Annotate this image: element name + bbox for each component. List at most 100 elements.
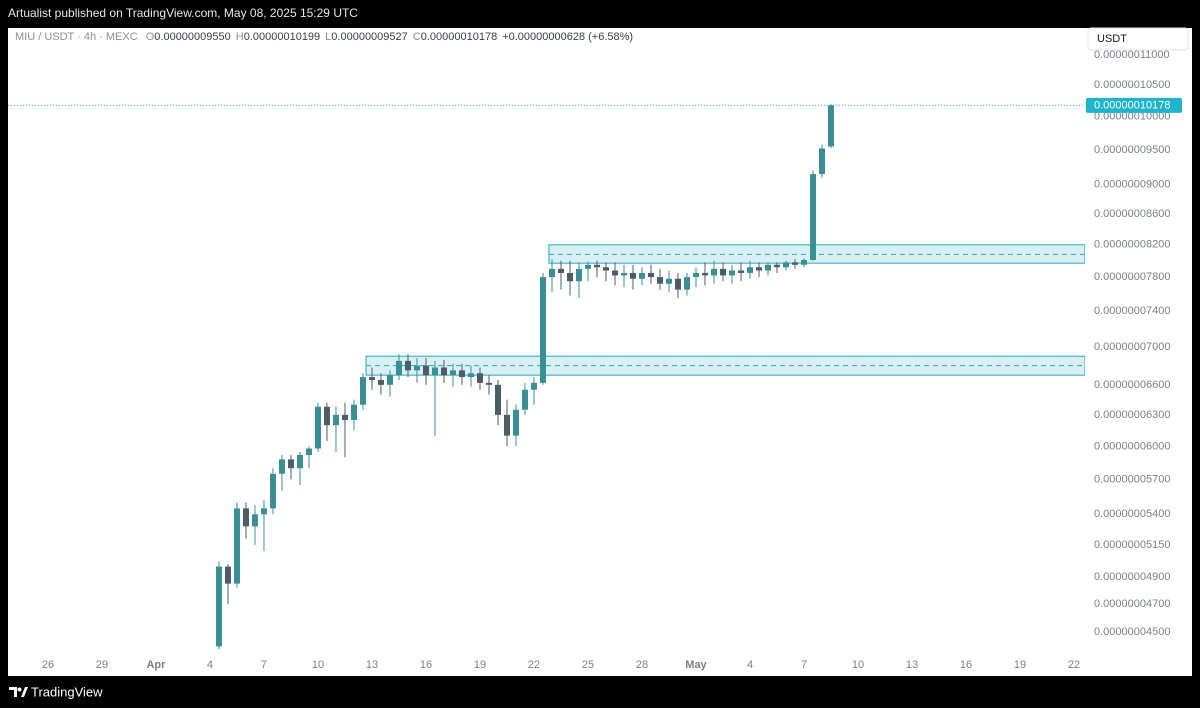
candle-body [665,278,672,284]
candle-body [747,267,754,273]
candle-body [242,508,249,527]
x-tick-label: 13 [906,659,918,671]
candle-body [719,268,726,276]
candle-body [422,365,429,376]
candle-body [783,262,790,268]
candle-body [233,508,240,584]
y-tick-label: 0.00000005700 [1094,473,1170,485]
x-tick-label: 22 [528,659,540,671]
x-tick-label: 7 [801,659,807,671]
ohlc-value: 0.00000009527 [331,31,408,43]
y-tick-label: 0.00000009000 [1094,179,1170,191]
candle-body [404,360,411,371]
y-tick-label: 0.00000004500 [1094,626,1170,638]
change-value: +0.00000000628 (+6.58%) [502,31,634,43]
candle-body [296,455,303,469]
y-tick-label: 0.00000008200 [1094,239,1170,251]
candle-body [278,459,285,474]
currency-label: USDT [1097,33,1127,45]
y-tick-label: 0.00000008600 [1094,208,1170,220]
candle-body [377,379,384,385]
candle-body [801,259,808,265]
candle-body [729,270,736,276]
y-tick-label: 0.00000004900 [1094,571,1170,583]
symbol: MIU / USDT · 4h · MEXC [15,31,138,43]
candle-body [440,367,447,376]
x-tick-label: 10 [312,659,324,671]
x-tick-label: 26 [42,659,54,671]
candle-body [431,367,438,376]
candle-body [314,406,321,449]
x-tick-label: 7 [261,659,267,671]
last-price-box [1086,97,1182,113]
y-tick-label: 0.00000005400 [1094,508,1170,520]
candle-body [251,514,258,527]
candle-body [701,272,708,276]
y-tick-label: 0.00000006300 [1094,409,1170,421]
x-tick-label: 29 [96,659,108,671]
candle-body [368,377,375,380]
candle-body [476,373,483,383]
x-tick-label: May [685,659,707,671]
y-tick-label: 0.00000010000 [1094,111,1170,123]
y-tick-label: 0.00000006600 [1094,379,1170,391]
plot-area [8,104,1085,650]
currency-box[interactable] [1087,27,1189,51]
chart-panel [8,28,1192,676]
candle-body [269,473,276,509]
candle-body [305,448,312,456]
x-tick-label: 22 [1068,659,1080,671]
candle-body [774,264,781,268]
candle-body [584,264,591,269]
x-tick-label: 19 [474,659,486,671]
candle-body [683,277,690,290]
candle-body [395,360,402,376]
candle-body [638,272,645,279]
candle-body [503,414,510,436]
x-tick-label: 16 [420,659,432,671]
candle-body [485,382,492,385]
ohlc-key: H [235,31,244,43]
candle-body [413,365,420,371]
x-tick-label: 4 [207,659,213,671]
x-tick-label: 4 [747,659,753,671]
candle-body [710,268,717,276]
candle-body [674,278,681,290]
candle-body [810,174,817,260]
last-price-label: 0.00000010178 [1094,99,1170,111]
candle-body [765,264,772,271]
candle-body [738,270,745,273]
x-tick-label: 25 [582,659,594,671]
candle-body [656,277,663,284]
candle-body [611,270,618,276]
candle-body [548,268,555,278]
x-tick-label: 10 [852,659,864,671]
axes: 0.000000110000.000000105000.000000100000… [42,49,1182,671]
symbol-legend: MIU / USDT · 4h · MEXC O0.00000009550 H 0.… [15,31,638,43]
candle-body [323,406,330,426]
candle-body [557,268,564,273]
y-tick-label: 0.00000007000 [1094,341,1170,353]
ohlc-value: 0.00000009550 [154,31,231,43]
ohlc-key: O [145,31,155,43]
candle-body [260,508,267,515]
y-tick-label: 0.00000011000 [1094,49,1170,61]
ohlc-key: L [325,31,332,43]
y-tick-label: 0.00000009500 [1094,144,1170,156]
candle-body [341,414,348,421]
y-tick-label: 0.00000004700 [1094,598,1170,610]
y-tick-label: 0.00000006000 [1094,440,1170,452]
candle-body [449,370,456,376]
candle-body [332,414,339,426]
candle-body [620,272,627,276]
zone [365,355,1085,376]
candle-body [359,377,366,405]
y-tick-label: 0.00000007400 [1094,305,1170,317]
candle-body [467,373,474,378]
candle-body [350,404,357,421]
ohlc-key: C [412,31,421,43]
candle-body [593,264,600,268]
publish-header: Artualist published on TradingView.com, … [8,6,358,20]
